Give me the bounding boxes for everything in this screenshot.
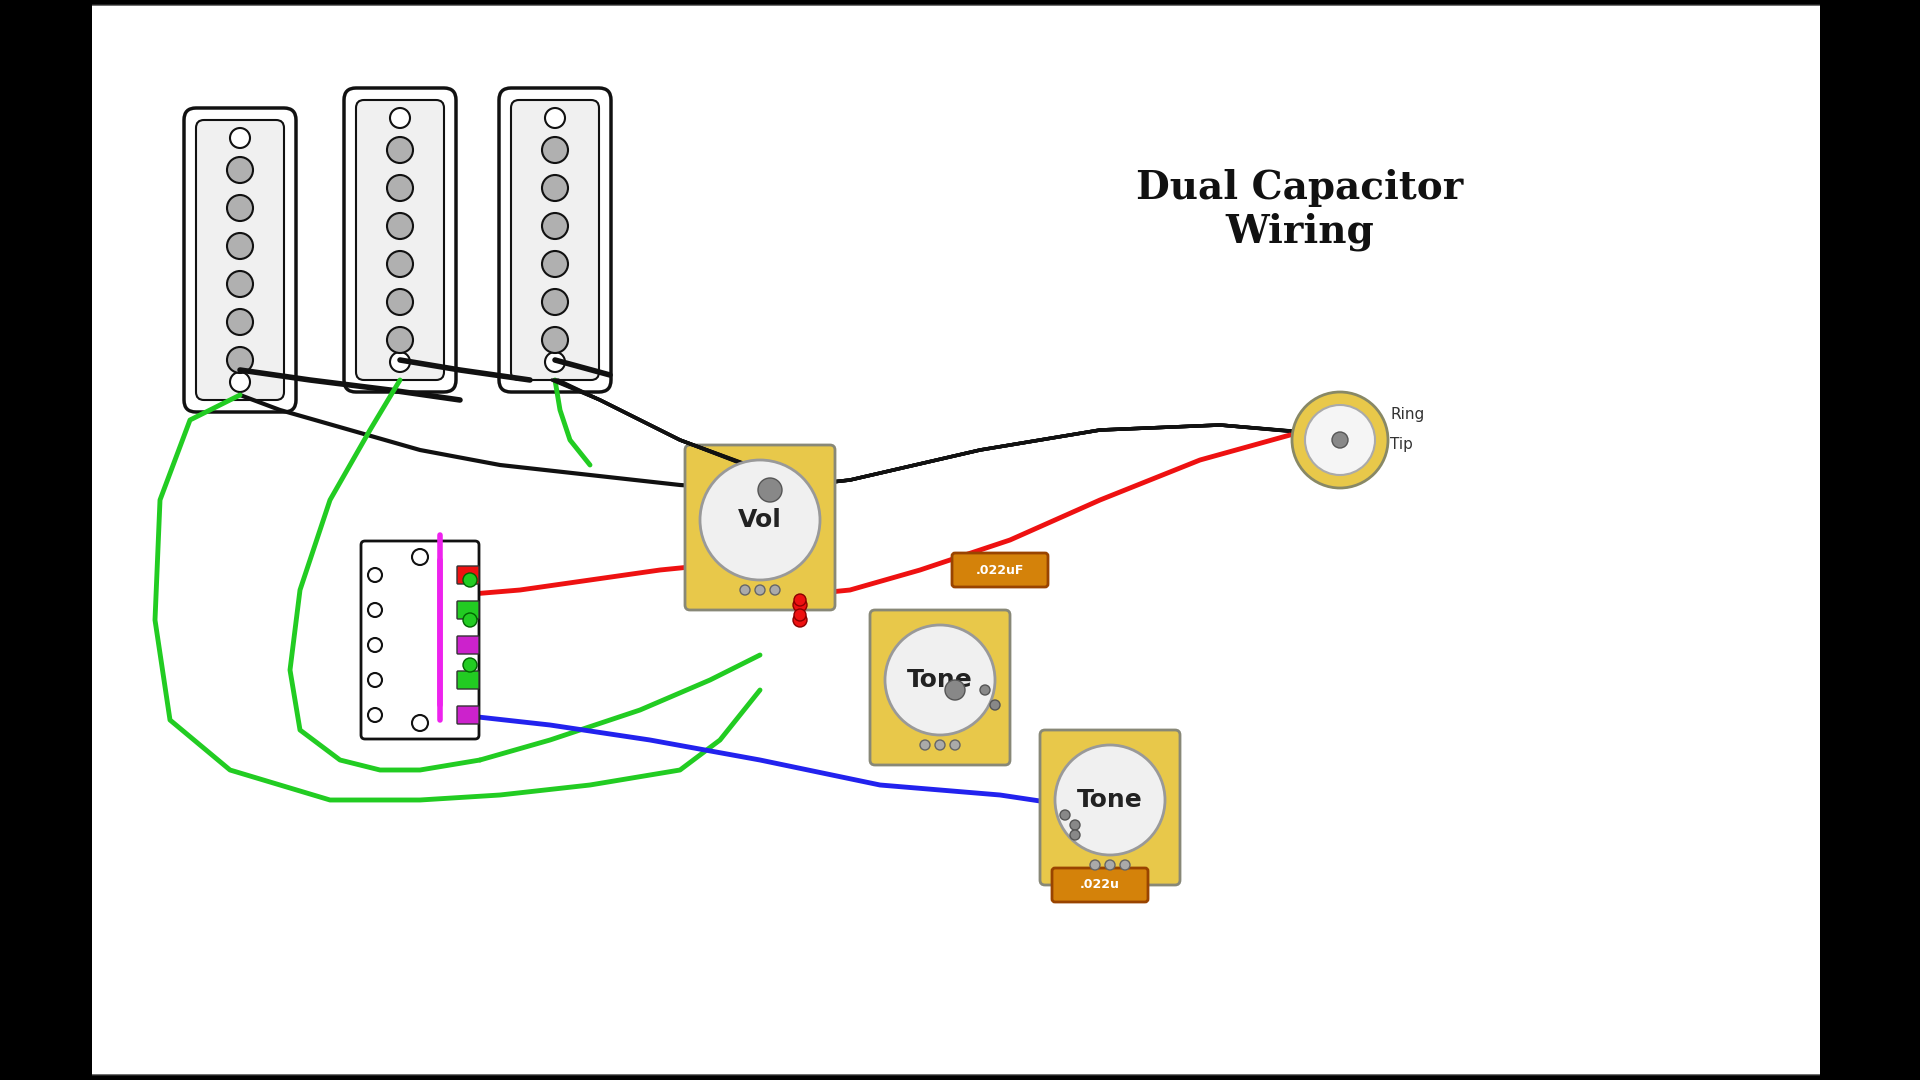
Circle shape	[369, 638, 382, 652]
Circle shape	[230, 129, 250, 148]
Circle shape	[227, 309, 253, 335]
FancyBboxPatch shape	[355, 100, 444, 380]
FancyBboxPatch shape	[1052, 868, 1148, 902]
Circle shape	[945, 680, 966, 700]
Circle shape	[770, 585, 780, 595]
FancyBboxPatch shape	[457, 566, 478, 584]
Circle shape	[388, 175, 413, 201]
Circle shape	[413, 549, 428, 565]
Circle shape	[793, 598, 806, 612]
Circle shape	[369, 568, 382, 582]
Circle shape	[1054, 745, 1165, 855]
FancyBboxPatch shape	[344, 87, 457, 392]
Circle shape	[1332, 432, 1348, 448]
Circle shape	[541, 137, 568, 163]
Circle shape	[795, 594, 806, 606]
Text: Dual Capacitor
Wiring: Dual Capacitor Wiring	[1137, 168, 1463, 252]
FancyBboxPatch shape	[870, 610, 1010, 765]
Circle shape	[541, 327, 568, 353]
Circle shape	[369, 603, 382, 617]
Circle shape	[230, 372, 250, 392]
Circle shape	[227, 271, 253, 297]
Circle shape	[541, 251, 568, 276]
Circle shape	[227, 157, 253, 183]
Circle shape	[545, 352, 564, 372]
Text: Tone: Tone	[906, 669, 973, 692]
Circle shape	[755, 585, 764, 595]
FancyBboxPatch shape	[457, 600, 478, 619]
Circle shape	[388, 137, 413, 163]
Text: Ring: Ring	[1390, 407, 1425, 422]
FancyBboxPatch shape	[184, 108, 296, 411]
Circle shape	[1069, 820, 1079, 831]
Circle shape	[545, 108, 564, 129]
Circle shape	[739, 585, 751, 595]
Circle shape	[1292, 392, 1388, 488]
Circle shape	[935, 740, 945, 750]
Circle shape	[463, 658, 476, 672]
Circle shape	[701, 460, 820, 580]
Circle shape	[413, 715, 428, 731]
Circle shape	[369, 708, 382, 723]
Circle shape	[1091, 860, 1100, 870]
FancyBboxPatch shape	[457, 636, 478, 654]
Circle shape	[390, 352, 411, 372]
Bar	[1820, 0, 1920, 1080]
FancyBboxPatch shape	[457, 671, 478, 689]
Circle shape	[541, 175, 568, 201]
Circle shape	[1119, 860, 1131, 870]
Bar	[0, 0, 92, 1080]
FancyBboxPatch shape	[685, 445, 835, 610]
Circle shape	[390, 108, 411, 129]
Circle shape	[463, 573, 476, 588]
Circle shape	[950, 740, 960, 750]
Circle shape	[463, 613, 476, 627]
Circle shape	[1106, 860, 1116, 870]
Circle shape	[1069, 831, 1079, 840]
Circle shape	[920, 740, 929, 750]
Circle shape	[227, 347, 253, 373]
Circle shape	[795, 609, 806, 621]
FancyBboxPatch shape	[1041, 730, 1181, 885]
Text: .022u: .022u	[1081, 878, 1119, 891]
Circle shape	[369, 673, 382, 687]
Text: Vol: Vol	[737, 508, 781, 532]
Circle shape	[885, 625, 995, 735]
FancyBboxPatch shape	[196, 120, 284, 400]
Circle shape	[1306, 405, 1375, 475]
Circle shape	[227, 233, 253, 259]
FancyBboxPatch shape	[361, 541, 478, 739]
Circle shape	[541, 213, 568, 239]
Circle shape	[793, 613, 806, 627]
FancyBboxPatch shape	[457, 706, 478, 724]
Circle shape	[1060, 810, 1069, 820]
Text: Tip: Tip	[1390, 437, 1413, 453]
Circle shape	[979, 685, 991, 696]
Circle shape	[388, 327, 413, 353]
Circle shape	[541, 289, 568, 315]
Circle shape	[388, 289, 413, 315]
Circle shape	[991, 700, 1000, 710]
Circle shape	[388, 251, 413, 276]
FancyBboxPatch shape	[511, 100, 599, 380]
FancyBboxPatch shape	[84, 5, 1826, 1075]
FancyBboxPatch shape	[499, 87, 611, 392]
FancyBboxPatch shape	[952, 553, 1048, 588]
Circle shape	[758, 478, 781, 502]
Circle shape	[227, 195, 253, 221]
Circle shape	[388, 213, 413, 239]
Text: .022uF: .022uF	[975, 564, 1023, 577]
Text: Tone: Tone	[1077, 788, 1142, 812]
